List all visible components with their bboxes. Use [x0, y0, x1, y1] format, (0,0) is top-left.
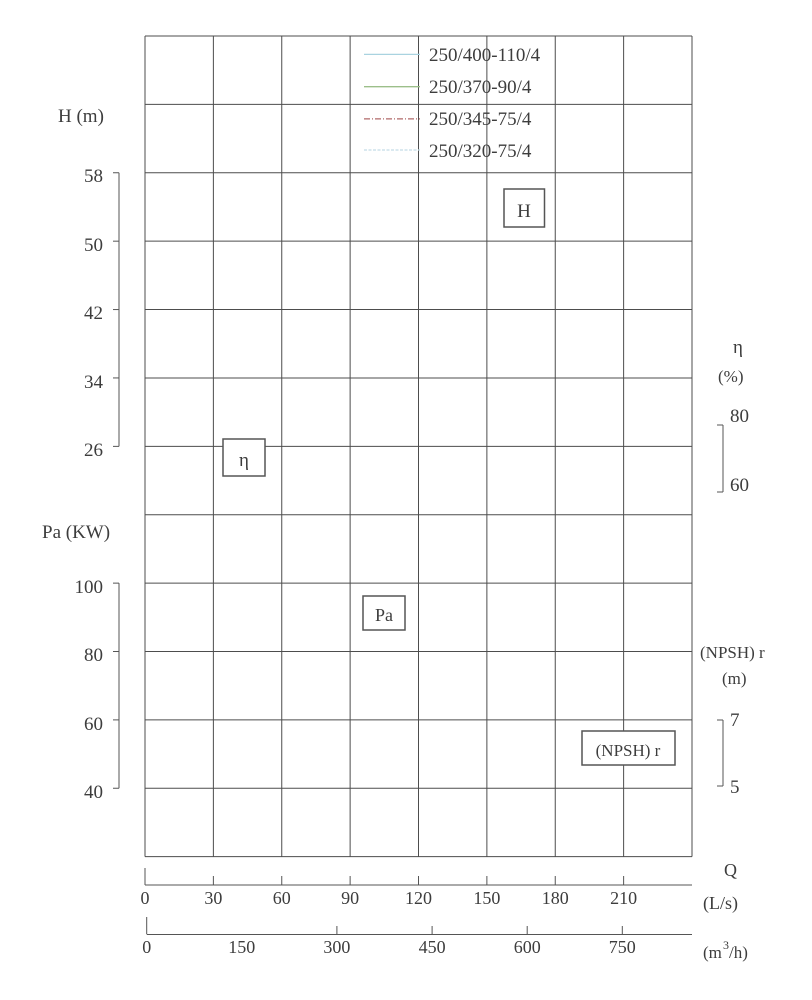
svg-text:(L/s): (L/s) [703, 893, 738, 914]
svg-text:30: 30 [204, 888, 222, 908]
svg-text:(m: (m [703, 943, 722, 962]
svg-text:Q: Q [724, 860, 737, 880]
svg-text:0: 0 [141, 888, 150, 908]
svg-text:η: η [733, 337, 743, 358]
svg-text:H: H [517, 201, 531, 222]
svg-text:(%): (%) [718, 367, 743, 386]
svg-text:80: 80 [730, 406, 749, 427]
svg-text:60: 60 [730, 475, 749, 496]
svg-text:34: 34 [84, 372, 104, 393]
svg-text:/h): /h) [729, 943, 748, 962]
svg-text:Pa (KW): Pa (KW) [42, 522, 110, 543]
svg-text:150: 150 [228, 937, 255, 957]
svg-text:40: 40 [84, 782, 103, 803]
svg-text:750: 750 [609, 937, 636, 957]
svg-text:450: 450 [419, 937, 446, 957]
svg-text:60: 60 [273, 888, 291, 908]
svg-text:150: 150 [473, 888, 500, 908]
svg-text:(m): (m) [722, 669, 747, 688]
svg-text:120: 120 [405, 888, 432, 908]
svg-text:42: 42 [84, 303, 103, 324]
svg-text:0: 0 [142, 937, 151, 957]
svg-text:250/400-110/4: 250/400-110/4 [429, 45, 541, 66]
svg-text:80: 80 [84, 645, 103, 666]
svg-text:(NPSH) r: (NPSH) r [700, 643, 765, 662]
svg-text:7: 7 [730, 710, 740, 731]
svg-text:η: η [239, 450, 249, 471]
svg-text:250/345-75/4: 250/345-75/4 [429, 109, 532, 130]
svg-text:250/320-75/4: 250/320-75/4 [429, 141, 532, 162]
svg-text:Pa: Pa [375, 605, 393, 625]
svg-text:180: 180 [542, 888, 569, 908]
svg-text:100: 100 [75, 577, 104, 598]
svg-text:60: 60 [84, 714, 103, 735]
svg-text:58: 58 [84, 166, 103, 187]
svg-text:H (m): H (m) [58, 106, 104, 127]
svg-text:90: 90 [341, 888, 359, 908]
svg-text:250/370-90/4: 250/370-90/4 [429, 77, 532, 98]
svg-text:(NPSH) r: (NPSH) r [596, 741, 661, 760]
svg-text:300: 300 [323, 937, 350, 957]
svg-text:50: 50 [84, 235, 103, 256]
svg-text:210: 210 [610, 888, 637, 908]
svg-text:26: 26 [84, 440, 103, 461]
svg-text:5: 5 [730, 777, 740, 798]
svg-text:600: 600 [514, 937, 541, 957]
